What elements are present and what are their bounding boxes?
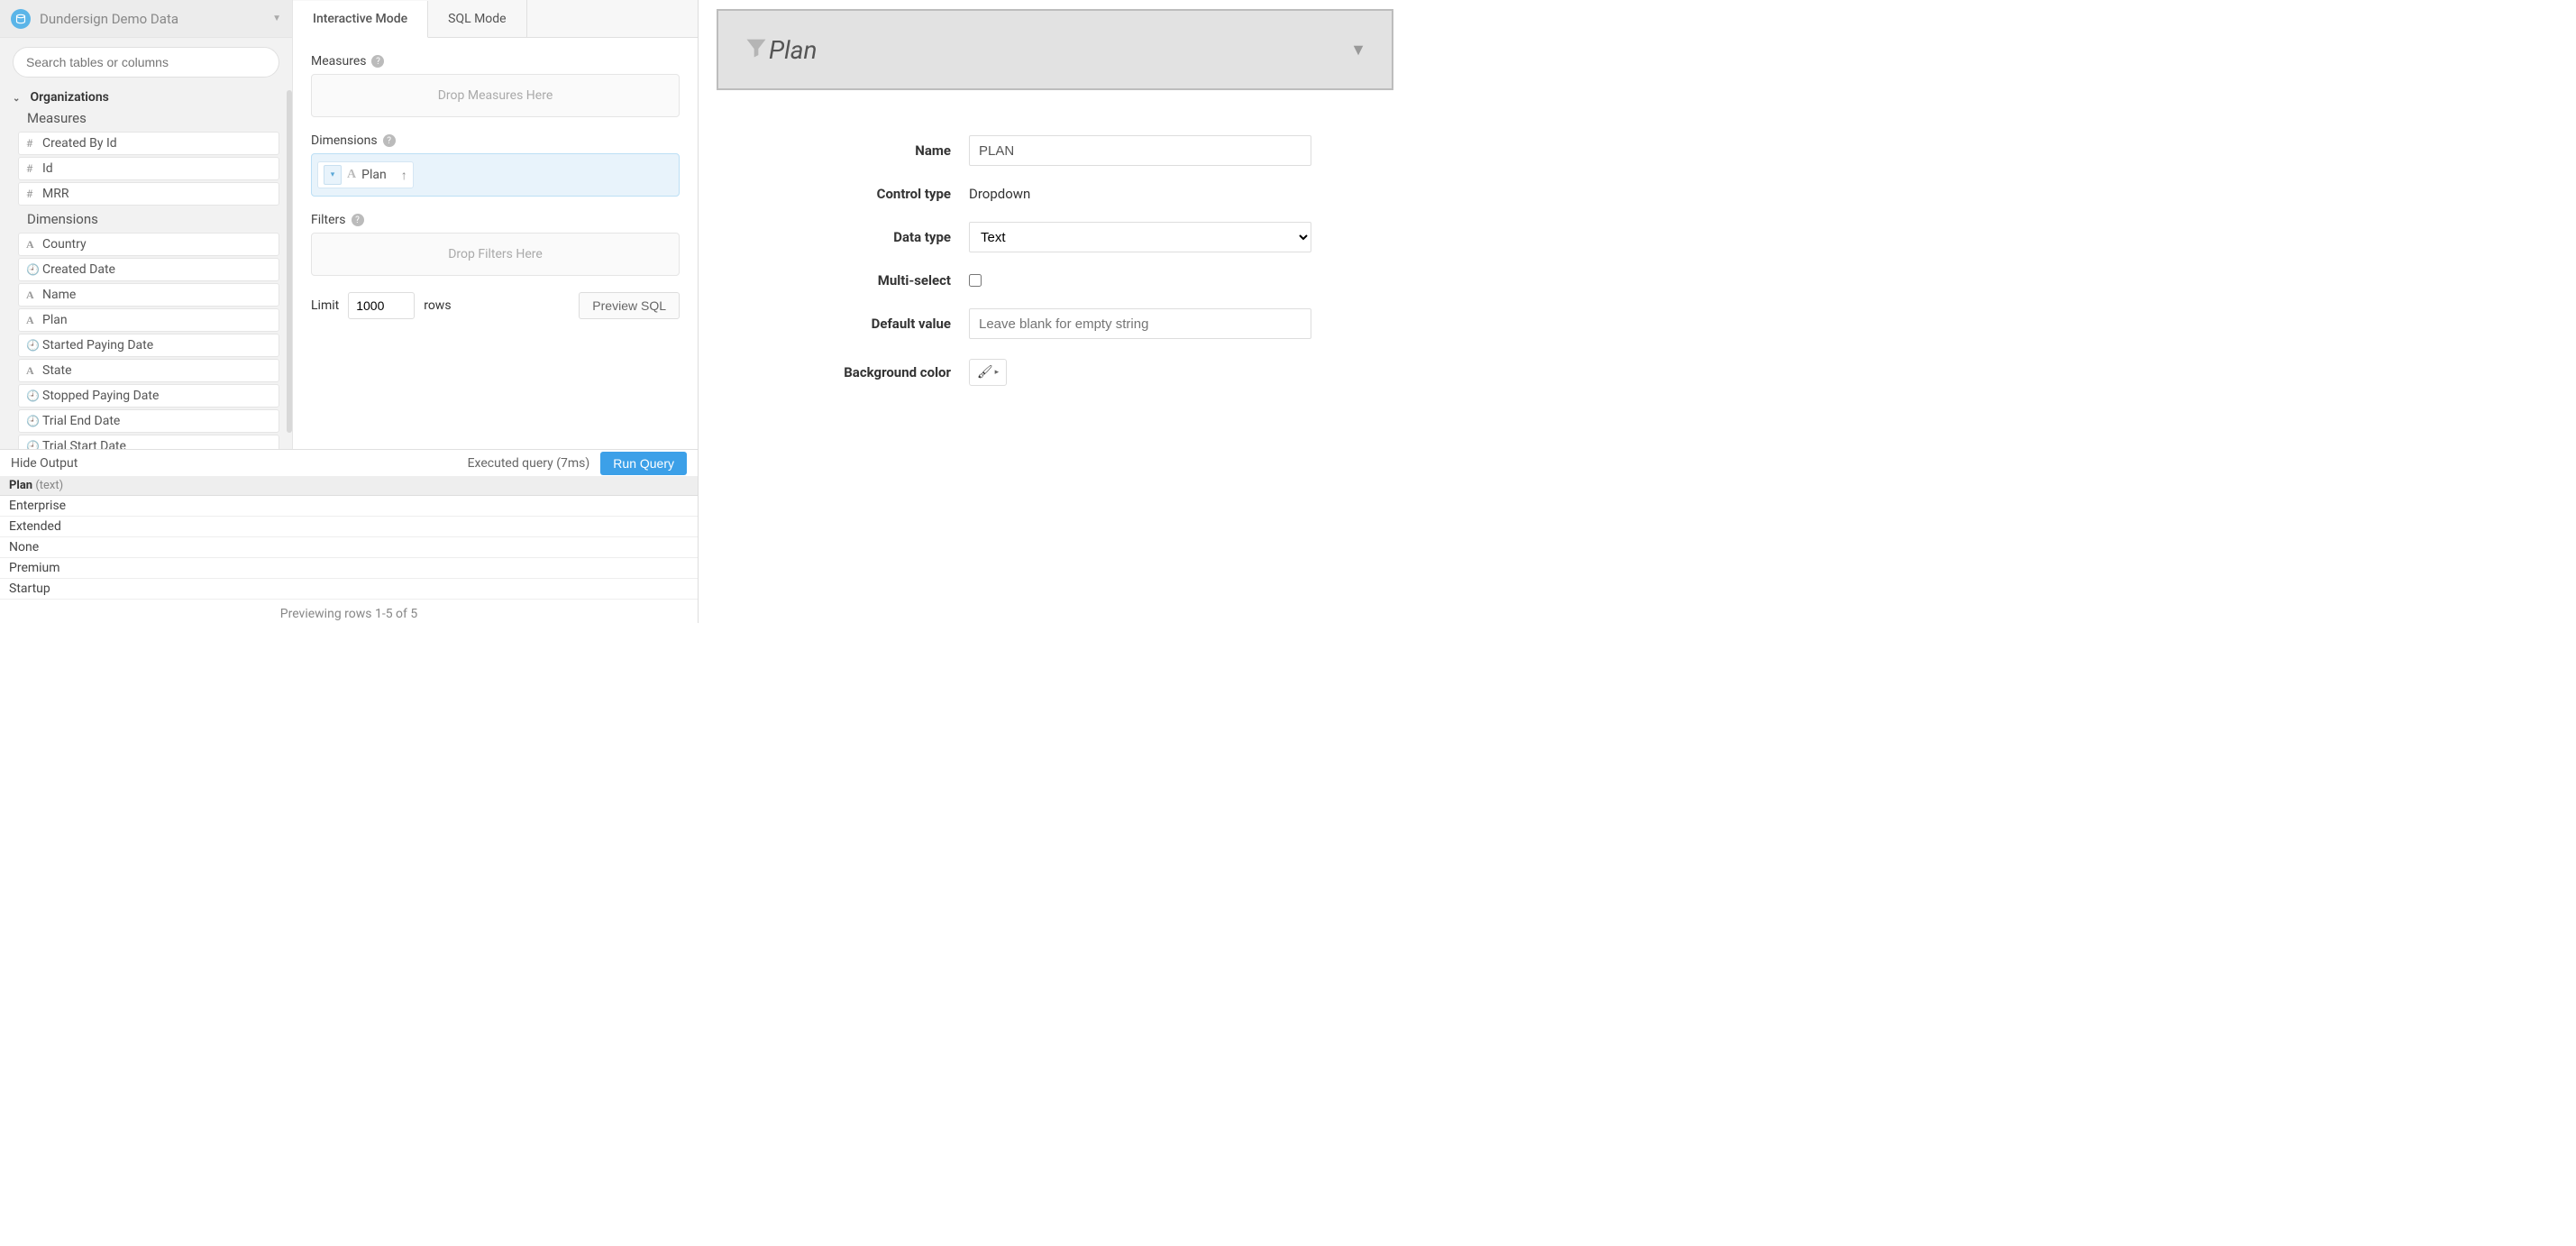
dimension-field[interactable]: AName <box>18 283 279 307</box>
output-toolbar: Hide Output Executed query (7ms) Run Que… <box>0 449 698 476</box>
row-background-color: Background color 🖌 ▸ <box>771 359 1311 386</box>
mode-tabs: Interactive Mode SQL Mode <box>293 0 698 38</box>
result-row[interactable]: None <box>0 537 698 558</box>
dimensions-label: Dimensions ? <box>311 133 680 148</box>
measure-field[interactable]: #MRR <box>18 182 279 206</box>
dimensions-heading: Dimensions <box>0 207 292 231</box>
tab-sql-mode[interactable]: SQL Mode <box>428 0 526 37</box>
help-icon[interactable]: ? <box>383 134 396 147</box>
help-icon[interactable]: ? <box>352 214 364 226</box>
help-icon[interactable]: ? <box>371 55 384 68</box>
date-type-icon: 🕘 <box>26 389 42 402</box>
chevron-down-icon: ▼ <box>1350 41 1366 60</box>
execution-status: Executed query (7ms) <box>468 456 590 471</box>
background-color-picker[interactable]: 🖌 ▸ <box>969 359 1007 386</box>
date-type-icon: 🕘 <box>26 339 42 352</box>
preview-sql-button[interactable]: Preview SQL <box>579 292 680 319</box>
text-type-icon: A <box>347 168 356 182</box>
filter-preview-card[interactable]: Plan ▼ <box>717 9 1393 90</box>
default-value-input[interactable] <box>969 308 1311 339</box>
tab-interactive-mode[interactable]: Interactive Mode <box>293 1 428 38</box>
results-footer: Previewing rows 1-5 of 5 <box>0 600 698 623</box>
name-input[interactable] <box>969 135 1311 166</box>
database-name: Dundersign Demo Data <box>40 11 178 27</box>
measures-label: Measures ? <box>311 54 680 69</box>
chevron-down-icon: ▼ <box>272 14 281 23</box>
dimension-field[interactable]: 🕘Stopped Paying Date <box>18 384 279 408</box>
control-type-value: Dropdown <box>969 186 1030 202</box>
text-type-icon: A <box>26 314 42 327</box>
rows-label: rows <box>424 298 451 313</box>
text-type-icon: A <box>26 364 42 378</box>
brush-icon: 🖌 <box>977 365 993 380</box>
results-table: Plan (text) EnterpriseExtendedNonePremiu… <box>0 476 698 623</box>
multi-select-checkbox[interactable] <box>969 274 982 287</box>
measures-heading: Measures <box>0 106 292 130</box>
search-wrap <box>0 38 292 87</box>
dimension-field[interactable]: 🕘Started Paying Date <box>18 334 279 357</box>
number-type-icon: # <box>26 137 42 150</box>
schema-tree: ⌄ Organizations Measures #Created By Id#… <box>0 87 292 449</box>
text-type-icon: A <box>26 238 42 252</box>
chevron-right-icon: ▸ <box>995 368 1000 377</box>
number-type-icon: # <box>26 162 42 175</box>
funnel-icon <box>744 35 769 64</box>
dimension-field[interactable]: APlan <box>18 308 279 332</box>
query-panel: Interactive Mode SQL Mode Measures ? Dro… <box>293 0 698 449</box>
measures-dropzone[interactable]: Drop Measures Here <box>311 74 680 117</box>
limit-row: Limit rows Preview SQL <box>311 292 680 319</box>
dimension-field[interactable]: AState <box>18 359 279 382</box>
measure-field[interactable]: #Id <box>18 157 279 180</box>
measure-field[interactable]: #Created By Id <box>18 132 279 155</box>
row-name: Name <box>771 135 1311 166</box>
chevron-down-icon: ⌄ <box>13 94 23 104</box>
table-organizations[interactable]: ⌄ Organizations <box>0 87 292 106</box>
number-type-icon: # <box>26 188 42 200</box>
query-builder-pane: Dundersign Demo Data ▼ ⌄ Organizations M… <box>0 0 699 623</box>
schema-sidebar: Dundersign Demo Data ▼ ⌄ Organizations M… <box>0 0 293 449</box>
result-row[interactable]: Enterprise <box>0 496 698 517</box>
text-type-icon: A <box>26 289 42 302</box>
chevron-down-icon[interactable]: ▾ <box>324 165 342 185</box>
dimension-field[interactable]: 🕘Created Date <box>18 258 279 281</box>
database-icon <box>11 9 31 29</box>
filter-config-pane: Plan ▼ Name Control type Dropdown Data t… <box>699 0 1406 623</box>
filters-label: Filters ? <box>311 213 680 227</box>
filter-title: Plan <box>769 35 818 65</box>
data-type-select[interactable]: Text <box>969 222 1311 252</box>
result-row[interactable]: Startup <box>0 579 698 600</box>
dimension-chip-plan[interactable]: ▾ A Plan ↑ <box>317 161 414 188</box>
result-row[interactable]: Extended <box>0 517 698 537</box>
limit-label: Limit <box>311 298 339 313</box>
row-data-type: Data type Text <box>771 222 1311 252</box>
database-selector[interactable]: Dundersign Demo Data ▼ <box>0 0 292 38</box>
date-type-icon: 🕘 <box>26 440 42 449</box>
date-type-icon: 🕘 <box>26 263 42 276</box>
results-column-header[interactable]: Plan (text) <box>0 476 698 496</box>
dimensions-dropzone[interactable]: ▾ A Plan ↑ <box>311 153 680 197</box>
row-default-value: Default value <box>771 308 1311 339</box>
row-multi-select: Multi-select <box>771 272 1311 289</box>
search-input[interactable] <box>13 47 279 78</box>
result-row[interactable]: Premium <box>0 558 698 579</box>
hide-output-toggle[interactable]: Hide Output <box>11 456 78 471</box>
dimension-field[interactable]: 🕘Trial End Date <box>18 409 279 433</box>
dimension-field[interactable]: ACountry <box>18 233 279 256</box>
run-query-button[interactable]: Run Query <box>600 452 687 475</box>
date-type-icon: 🕘 <box>26 415 42 427</box>
filter-config-form: Name Control type Dropdown Data type Tex… <box>771 135 1311 386</box>
builder-top: Dundersign Demo Data ▼ ⌄ Organizations M… <box>0 0 698 449</box>
query-body: Measures ? Drop Measures Here Dimensions… <box>293 38 698 449</box>
row-control-type: Control type Dropdown <box>771 186 1311 202</box>
dimension-field[interactable]: 🕘Trial Start Date <box>18 435 279 449</box>
sort-asc-icon[interactable]: ↑ <box>401 168 407 183</box>
limit-input[interactable] <box>348 292 415 319</box>
filters-dropzone[interactable]: Drop Filters Here <box>311 233 680 276</box>
